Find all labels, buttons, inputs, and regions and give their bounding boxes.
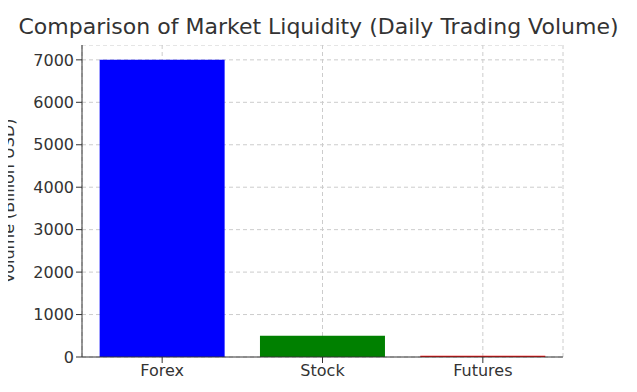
- svg-text:0: 0: [64, 348, 74, 367]
- svg-text:6000: 6000: [33, 93, 74, 112]
- svg-text:Futures: Futures: [453, 361, 512, 380]
- svg-text:Volume (Billion USD): Volume (Billion USD): [8, 118, 18, 283]
- svg-text:Stock: Stock: [300, 361, 345, 380]
- svg-text:4000: 4000: [33, 178, 74, 197]
- svg-text:3000: 3000: [33, 220, 74, 239]
- svg-text:2000: 2000: [33, 263, 74, 282]
- svg-text:5000: 5000: [33, 135, 74, 154]
- svg-text:1000: 1000: [33, 305, 74, 324]
- svg-text:7000: 7000: [33, 51, 74, 70]
- html-text:Comparison of Market Liquidity: Comparison of Market Liquidity (Daily Tr…: [18, 14, 619, 39]
- svg-text:Forex: Forex: [140, 361, 184, 380]
